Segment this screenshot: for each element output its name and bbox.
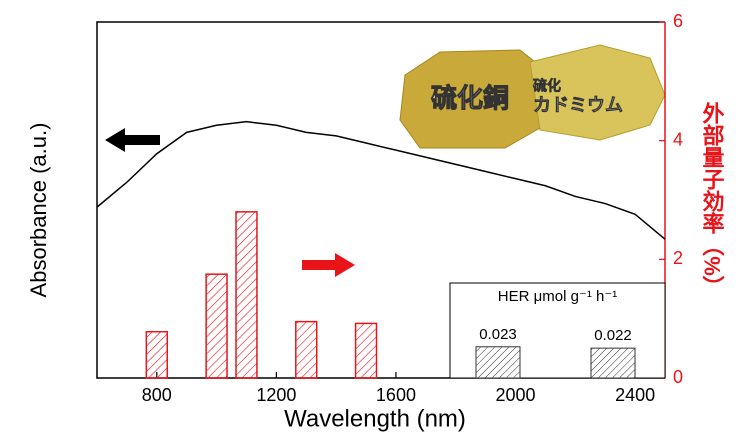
x-tick-label: 2400: [615, 385, 655, 405]
arrow-left: [105, 128, 160, 152]
absorbance-line: [97, 122, 665, 239]
inset-value-label: 0.022: [594, 327, 632, 344]
x-tick-label: 1200: [256, 385, 296, 405]
y2-tick-label: 6: [673, 11, 683, 31]
bar: [296, 322, 317, 378]
y2-axis-label: 外部量子効率（%）: [700, 102, 725, 298]
bar: [206, 274, 227, 378]
annotation: 硫化: [533, 78, 561, 94]
y2-tick-label: 0: [673, 367, 683, 387]
bar: [236, 212, 257, 378]
inset-bar: [476, 347, 520, 378]
inset-value-label: 0.023: [479, 326, 517, 343]
annotation: カドミウム: [533, 95, 623, 115]
y2-tick-label: 2: [673, 248, 683, 268]
arrow-right: [302, 253, 355, 277]
inset-bar: [591, 348, 635, 378]
x-tick-label: 800: [142, 385, 172, 405]
inset-title: HER μmol g⁻¹ h⁻¹: [498, 288, 618, 305]
x-tick-label: 1600: [376, 385, 416, 405]
bar: [356, 323, 377, 378]
x-axis-label: Wavelength (nm): [284, 405, 466, 432]
bar: [146, 332, 167, 378]
y2-tick-label: 4: [673, 129, 683, 149]
chart: 硫化銅 硫化 カドミウム Wavelength (nm) Absorbance …: [0, 0, 750, 440]
x-tick-label: 2000: [496, 385, 536, 405]
annotation: 硫化銅: [431, 83, 509, 113]
y-axis-label: Absorbance (a.u.): [26, 123, 51, 298]
